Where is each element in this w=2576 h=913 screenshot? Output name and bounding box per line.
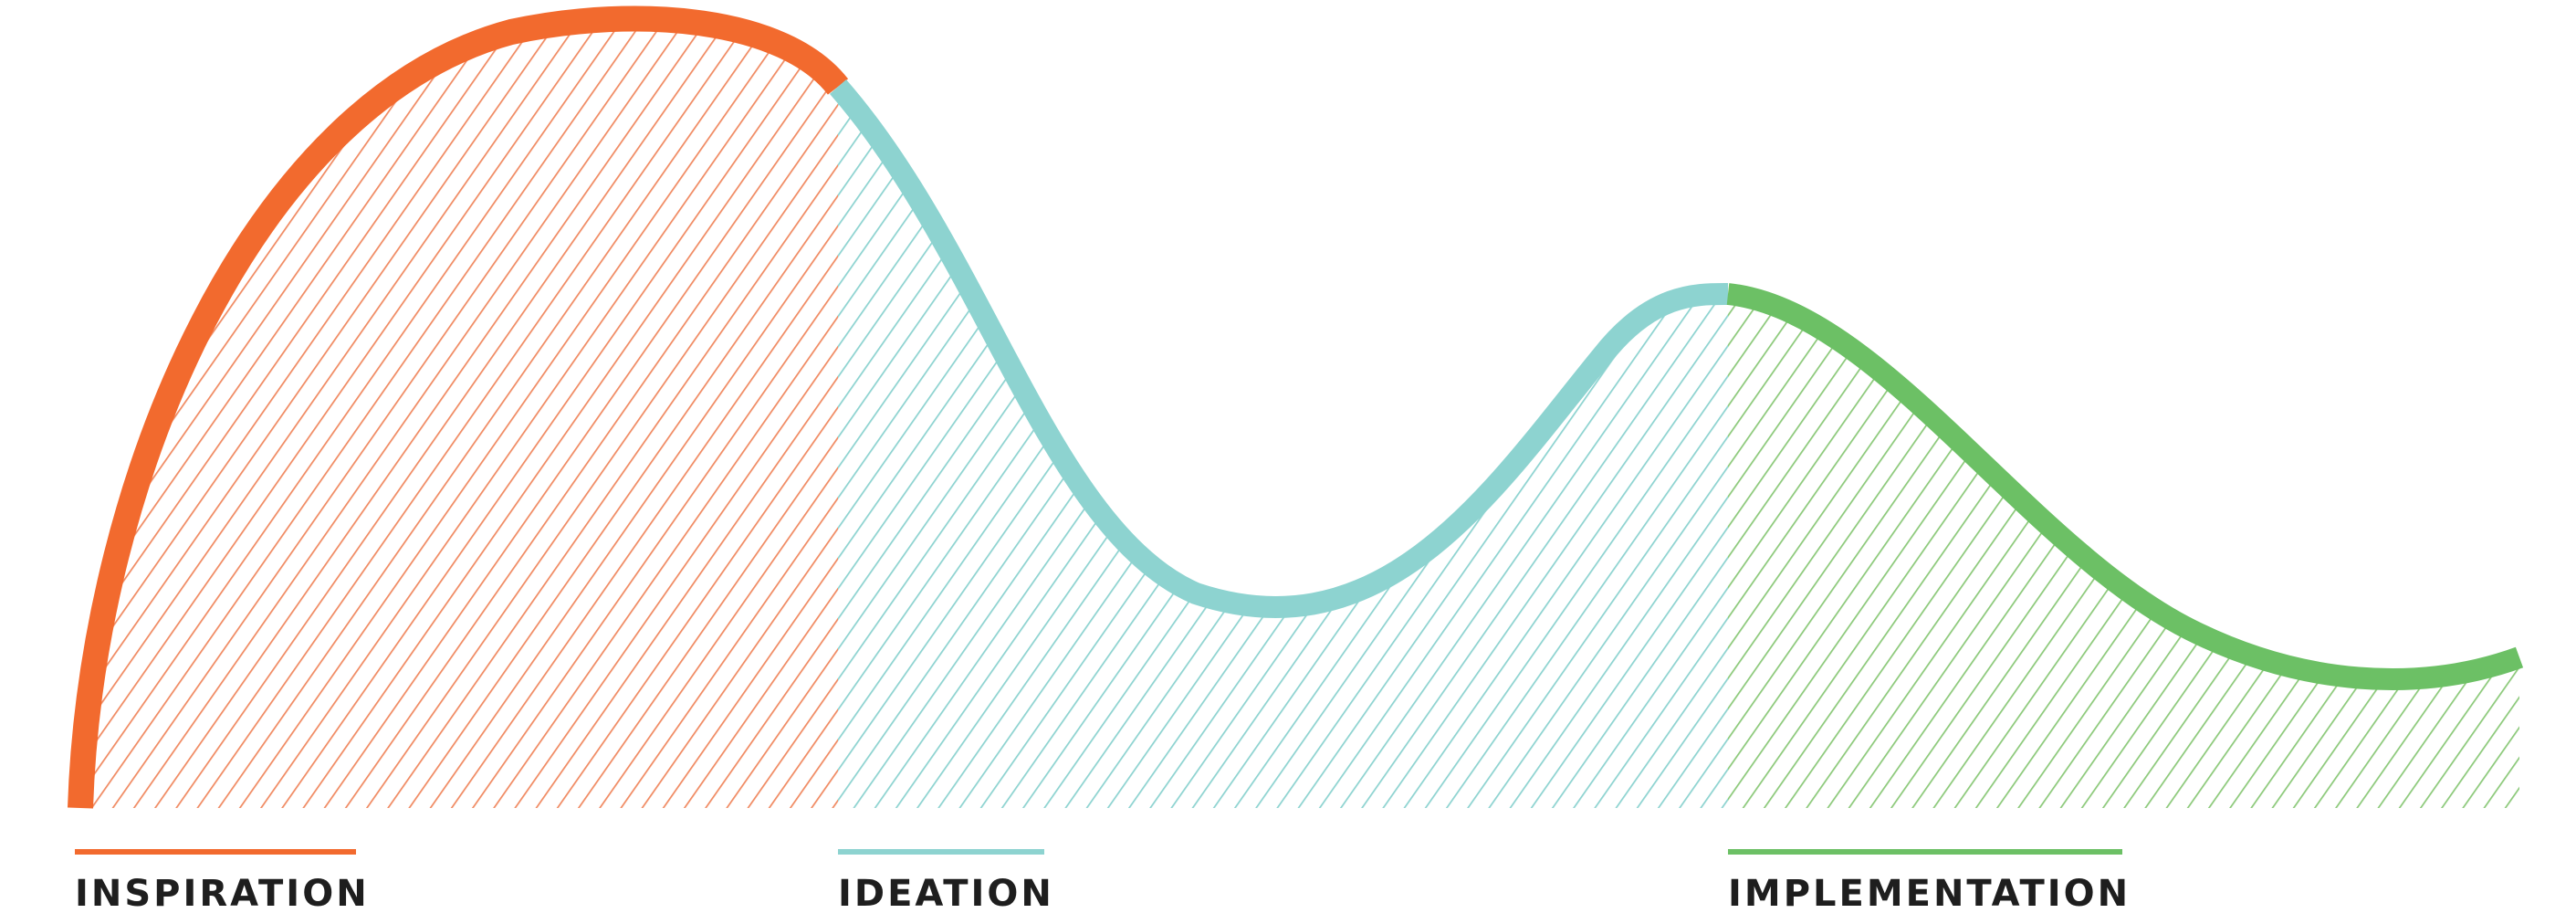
implementation-underline: [1728, 849, 2122, 855]
implementation-label: IMPLEMENTATION: [1728, 873, 2131, 913]
inspiration-curve: [68, 5, 849, 809]
inspiration-label: INSPIRATION: [75, 873, 370, 913]
inspiration-underline: [75, 849, 356, 855]
ideation-underline: [838, 849, 1044, 855]
ideation-curve: [829, 79, 1729, 618]
ideation-label: IDEATION: [838, 873, 1054, 913]
inspiration-hatched-area: [80, 18, 838, 809]
implementation-hatched-area: [1728, 294, 2519, 808]
implementation-curve: [1726, 283, 2524, 690]
ideation-hatched-area: [838, 87, 1728, 808]
